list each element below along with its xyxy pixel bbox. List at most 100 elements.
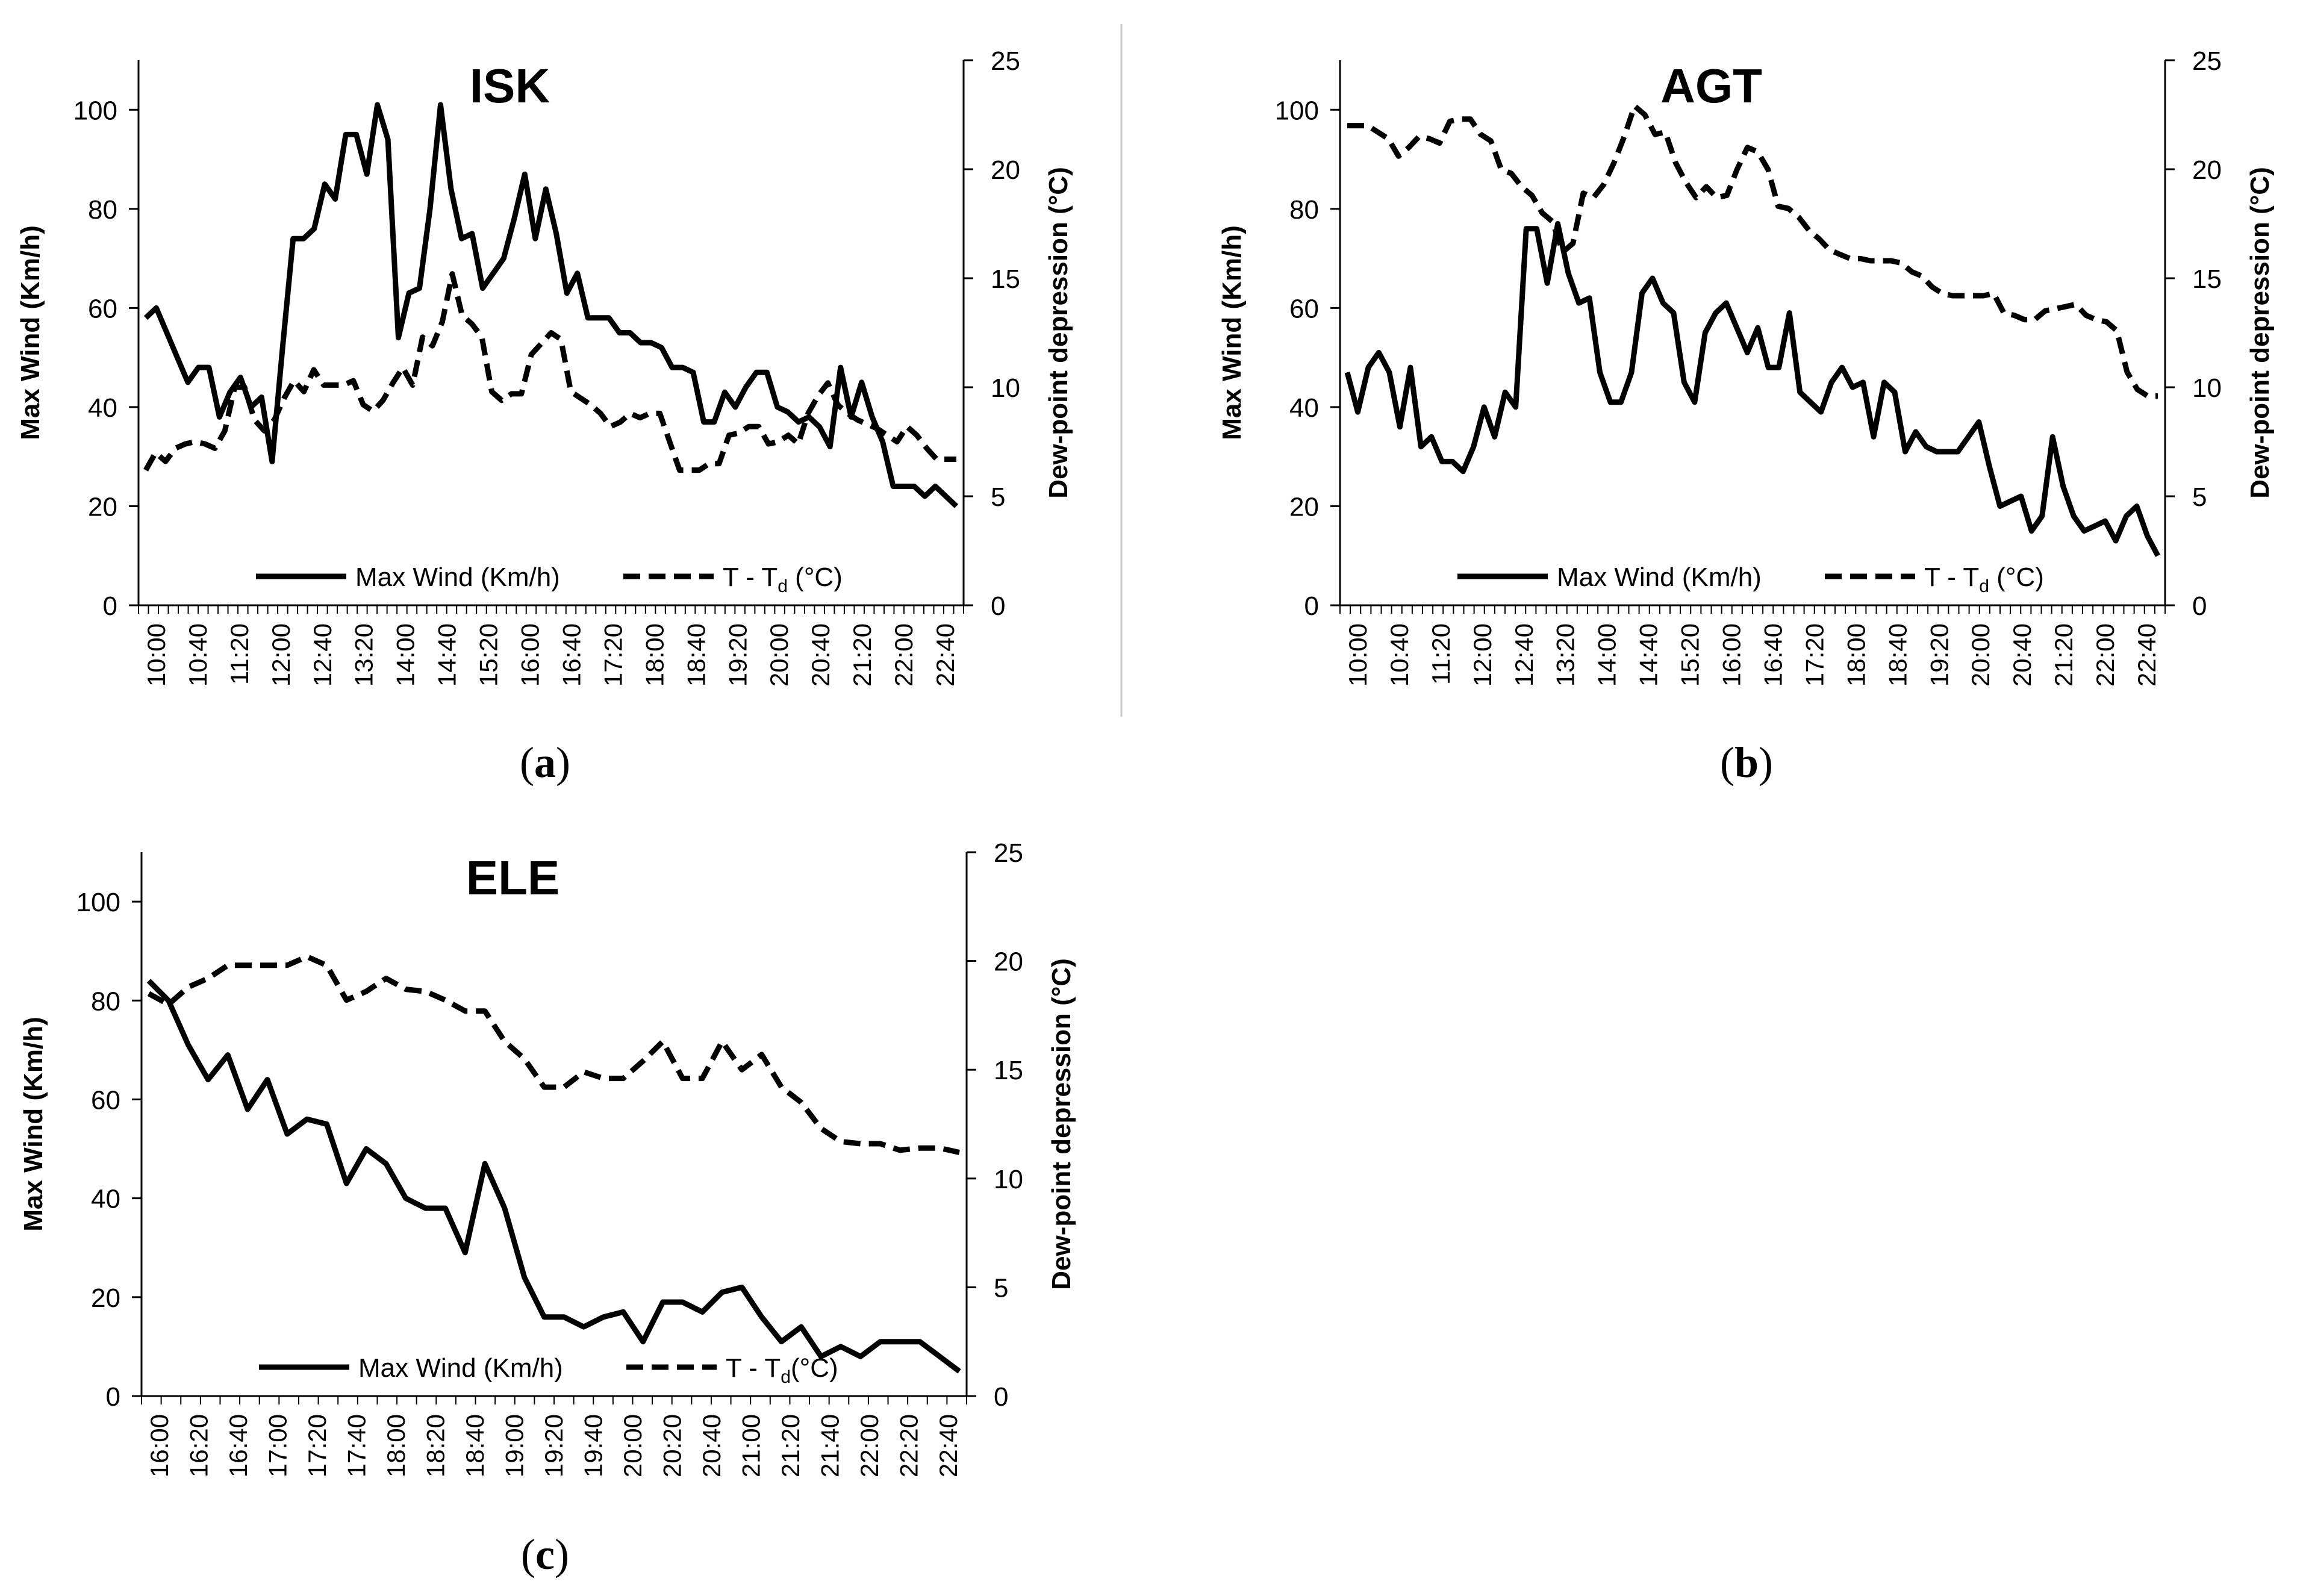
legend-label-dewpoint-sub: d [781, 1367, 791, 1387]
x-tick-label: 16:00 [516, 623, 544, 687]
x-tick-label: 14:00 [1593, 623, 1621, 687]
x-tick-label: 22:00 [2091, 623, 2119, 687]
x-tick-label: 22:40 [934, 1414, 962, 1477]
left-tick-label: 20 [88, 492, 117, 522]
legend-label-dewpoint-tail: (°C) [788, 563, 843, 592]
x-tick-label: 22:40 [2133, 623, 2161, 687]
x-tick-label: 18:40 [461, 1414, 489, 1477]
panel-label-open: ( [521, 1530, 535, 1579]
panel-label: (b) [1720, 738, 1773, 787]
legend: Max Wind (Km/h) T - Td (°C) [256, 563, 843, 596]
right-tick-label: 15 [2192, 264, 2222, 294]
right-axis-title: Dew-point depression (°C) [2245, 167, 2275, 499]
x-tick-label: 20:00 [765, 623, 793, 687]
left-tick-label: 40 [91, 1185, 120, 1214]
x-tick-label: 18:00 [1842, 623, 1870, 687]
left-tick-label: 60 [88, 294, 117, 323]
x-tick-label: 14:40 [1635, 623, 1663, 687]
panel-label-letter: c [535, 1530, 555, 1579]
x-tick-label: 22:00 [890, 623, 918, 687]
panel-label-close: ) [556, 738, 570, 787]
legend-label-dewpoint-sub: d [1979, 576, 1989, 596]
dewpoint-depression-series-line [147, 953, 960, 1155]
x-tick-label: 12:40 [308, 623, 337, 687]
legend-label-dewpoint-main: T - T [726, 1353, 781, 1383]
max-wind-series-line [146, 979, 961, 1374]
x-tick-label: 20:20 [658, 1414, 687, 1477]
left-tick-label: 40 [88, 393, 117, 423]
x-tick-label: 21:20 [848, 623, 876, 687]
panel-label-letter: a [534, 738, 556, 787]
legend-label-max-wind: Max Wind (Km/h) [355, 563, 560, 592]
x-tick-label: 11:20 [1427, 623, 1455, 685]
legend-label-dewpoint-sub: d [778, 576, 788, 596]
x-tick-label: 19:40 [579, 1414, 608, 1477]
left-tick-label: 20 [91, 1283, 120, 1313]
x-tick-label: 17:00 [264, 1414, 292, 1477]
legend: Max Wind (Km/h) T - Td(°C) [259, 1353, 838, 1387]
x-tick-label: 16:00 [145, 1414, 173, 1477]
station-title: AGT [1660, 59, 1762, 113]
x-tick-label: 21:20 [776, 1414, 805, 1477]
right-tick-label: 20 [991, 155, 1020, 185]
x-tick-label: 17:20 [599, 623, 627, 687]
x-tick-label: 16:20 [185, 1414, 213, 1477]
x-tick-label: 19:00 [500, 1414, 529, 1477]
left-tick-label: 80 [88, 195, 117, 225]
x-tick-label: 16:40 [557, 623, 585, 687]
x-tick-label: 21:00 [737, 1414, 765, 1477]
right-tick-label: 10 [991, 373, 1020, 403]
legend-label-dewpoint: T - Td (°C) [1924, 563, 2044, 596]
x-tick-label: 18:40 [682, 623, 710, 687]
panel-label-close: ) [1759, 738, 1773, 787]
left-axis-title: Max Wind (Km/h) [1217, 225, 1247, 440]
right-tick-label: 5 [994, 1273, 1008, 1303]
x-tick-label: 22:00 [855, 1414, 883, 1477]
x-tick-label: 22:40 [931, 623, 959, 687]
x-tick-label: 20:40 [2008, 623, 2036, 687]
left-tick-label: 100 [76, 888, 120, 917]
right-tick-label: 15 [991, 264, 1020, 294]
right-tick-label: 25 [994, 838, 1023, 868]
right-tick-label: 5 [2192, 482, 2207, 512]
left-tick-label: 40 [1289, 393, 1319, 423]
x-tick-label: 10:00 [142, 623, 170, 687]
x-tick-label: 19:20 [1925, 623, 1953, 687]
x-tick-label: 14:00 [391, 623, 420, 687]
x-tick-label: 17:40 [343, 1414, 371, 1477]
x-tick-label: 10:40 [184, 623, 212, 687]
left-tick-label: 20 [1289, 492, 1319, 522]
left-tick-label: 100 [73, 96, 117, 125]
left-axis-title: Max Wind (Km/h) [16, 225, 45, 440]
right-tick-label: 25 [991, 46, 1020, 76]
x-tick-label: 17:20 [303, 1414, 331, 1477]
x-tick-label: 20:40 [806, 623, 835, 687]
legend-label-dewpoint: T - Td(°C) [726, 1353, 838, 1387]
right-axis-title: Dew-point depression (°C) [1044, 167, 1073, 499]
panel-label-open: ( [1720, 738, 1734, 787]
right-tick-label: 0 [991, 591, 1005, 621]
x-tick-label: 16:40 [224, 1414, 252, 1477]
max-wind-series-line [1344, 221, 2160, 557]
left-tick-label: 0 [103, 591, 117, 621]
legend: Max Wind (Km/h) T - Td (°C) [1457, 563, 2044, 596]
panel-label-close: ) [555, 1530, 569, 1579]
right-tick-label: 10 [2192, 373, 2222, 403]
x-tick-label: 18:40 [1883, 623, 1912, 687]
legend-label-dewpoint: T - Td (°C) [723, 563, 843, 596]
left-tick-label: 0 [106, 1382, 120, 1412]
max-wind-series-line [143, 102, 959, 508]
right-tick-label: 25 [2192, 46, 2222, 76]
right-tick-label: 20 [994, 947, 1023, 977]
x-tick-label: 12:00 [267, 623, 295, 687]
x-tick-label: 16:40 [1759, 623, 1787, 687]
right-axis-title: Dew-point depression (°C) [1047, 958, 1076, 1290]
x-tick-label: 20:00 [1966, 623, 1995, 687]
x-tick-label: 21:40 [816, 1414, 844, 1477]
left-axis-title: Max Wind (Km/h) [19, 1017, 48, 1231]
x-tick-label: 13:20 [1551, 623, 1580, 687]
x-tick-label: 17:20 [1800, 623, 1828, 687]
x-tick-label: 16:00 [1718, 623, 1746, 687]
